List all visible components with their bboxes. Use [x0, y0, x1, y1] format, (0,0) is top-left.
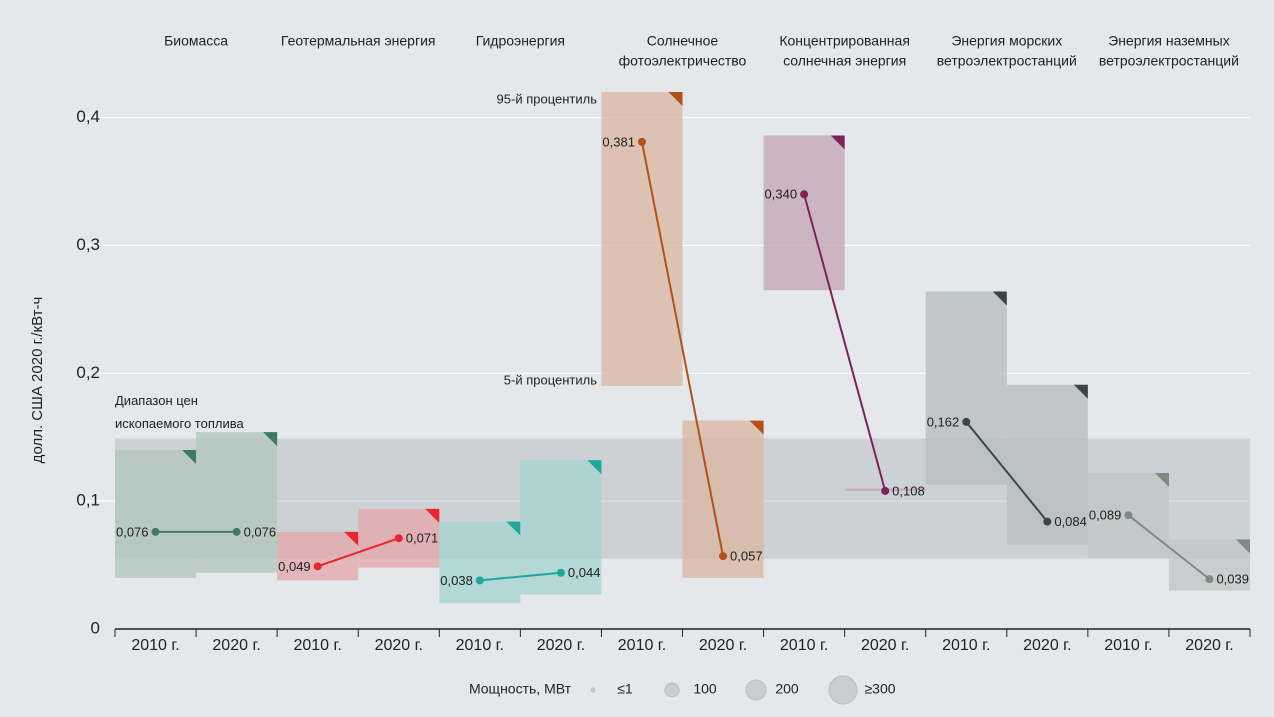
range-box	[196, 432, 278, 573]
range-box	[115, 450, 197, 578]
corner-marker	[182, 450, 197, 464]
corner-marker	[425, 508, 440, 523]
legend-label: 200	[775, 681, 799, 697]
fossil-label: ископаемого топлива	[115, 416, 244, 431]
value-label: 0,038	[440, 573, 473, 588]
y-tick-label: 0,2	[76, 363, 100, 382]
group-header: Биомасса	[164, 33, 228, 49]
x-tick-label: 2010 г.	[942, 637, 990, 654]
group-header: солнечная энергия	[783, 53, 906, 69]
trend-line	[640, 141, 725, 557]
corner-marker	[668, 92, 683, 106]
corner-marker	[344, 531, 359, 546]
corner-marker	[992, 291, 1007, 306]
legend-swatch	[664, 682, 680, 698]
corner-marker	[1236, 539, 1250, 554]
average-dot	[475, 576, 484, 585]
annotation: 5-й процентиль	[504, 372, 597, 387]
trend-line	[965, 421, 1049, 523]
value-label: 0,071	[406, 531, 439, 546]
value-label: 0,049	[278, 559, 311, 574]
y-tick-label: 0,3	[76, 235, 100, 254]
value-label: 0,084	[1054, 514, 1087, 529]
y-axis-label: долл. США 2020 г./кВт-ч	[29, 297, 46, 464]
group-header: Энергия наземных	[1108, 33, 1230, 49]
legend-label: ≥300	[864, 681, 895, 697]
average-dot	[394, 534, 403, 543]
x-tick-label: 2010 г.	[780, 637, 828, 654]
x-tick-label: 2020 г.	[212, 637, 260, 654]
legend-swatch	[828, 675, 858, 705]
x-tick-label: 2020 г.	[1185, 637, 1233, 654]
x-tick-label: 2010 г.	[293, 637, 341, 654]
average-dot	[313, 562, 322, 571]
x-tick-label: 2020 г.	[1023, 637, 1071, 654]
value-label: 0,108	[892, 483, 925, 498]
value-label: 0,039	[1216, 572, 1249, 587]
value-label: 0,340	[765, 187, 798, 202]
group-header: Солнечное	[647, 33, 719, 49]
average-dot	[232, 527, 241, 536]
group-header: Концентрированная	[779, 33, 910, 49]
x-tick-label: 2010 г.	[1104, 637, 1152, 654]
legend-title: Мощность, МВт	[469, 681, 572, 697]
legend-swatch	[745, 679, 767, 701]
corner-marker	[263, 432, 278, 447]
group-header: фотоэлектричество	[619, 53, 747, 69]
trend-line	[803, 194, 887, 492]
group-header: ветроэлектростанций	[1099, 53, 1239, 69]
average-dot	[637, 137, 646, 146]
x-tick-label: 2020 г.	[537, 637, 585, 654]
range-box	[925, 291, 1007, 485]
group-header: ветроэлектростанций	[937, 53, 1077, 69]
x-tick-label: 2020 г.	[699, 637, 747, 654]
corner-marker	[1154, 473, 1169, 488]
average-dot	[1124, 511, 1133, 520]
value-label: 0,089	[1089, 508, 1122, 523]
group-header: Энергия морских	[951, 33, 1062, 49]
average-dot	[1205, 575, 1214, 584]
average-dot	[800, 190, 809, 199]
y-tick-label: 0,1	[76, 491, 100, 510]
corner-marker	[587, 460, 602, 475]
value-label: 0,162	[927, 414, 960, 429]
y-tick-label: 0	[91, 618, 100, 637]
x-tick-label: 2010 г.	[456, 637, 504, 654]
average-dot	[719, 552, 728, 561]
corner-marker	[749, 420, 764, 435]
trend-line	[317, 537, 400, 568]
legend-label: ≤1	[617, 681, 633, 697]
legend-label: 100	[693, 681, 717, 697]
group-header: Гидроэнергия	[476, 33, 565, 49]
corner-marker	[1073, 384, 1088, 399]
average-dot	[1043, 517, 1052, 526]
value-label: 0,057	[730, 549, 763, 564]
y-tick-label: 0,4	[76, 107, 100, 126]
average-dot	[881, 486, 890, 495]
value-label: 0,381	[602, 134, 635, 149]
average-dot	[556, 568, 565, 577]
value-label: 0,076	[116, 524, 149, 539]
group-header: Геотермальная энергия	[281, 33, 436, 49]
fossil-label: Диапазон цен	[115, 393, 198, 408]
x-tick-label: 2010 г.	[618, 637, 666, 654]
annotation: 95-й процентиль	[497, 91, 598, 106]
trend-line	[1127, 514, 1211, 580]
average-dot	[962, 417, 971, 426]
value-label: 0,044	[568, 565, 601, 580]
corner-marker	[830, 135, 845, 150]
x-tick-label: 2020 г.	[375, 637, 423, 654]
range-box	[439, 521, 521, 604]
corner-marker	[506, 521, 521, 536]
legend-swatch	[590, 687, 596, 693]
range-box	[763, 135, 845, 291]
x-tick-label: 2010 г.	[131, 637, 179, 654]
value-label: 0,076	[244, 524, 277, 539]
trend-line	[479, 571, 561, 582]
average-dot	[151, 527, 160, 536]
x-tick-label: 2020 г.	[861, 637, 909, 654]
